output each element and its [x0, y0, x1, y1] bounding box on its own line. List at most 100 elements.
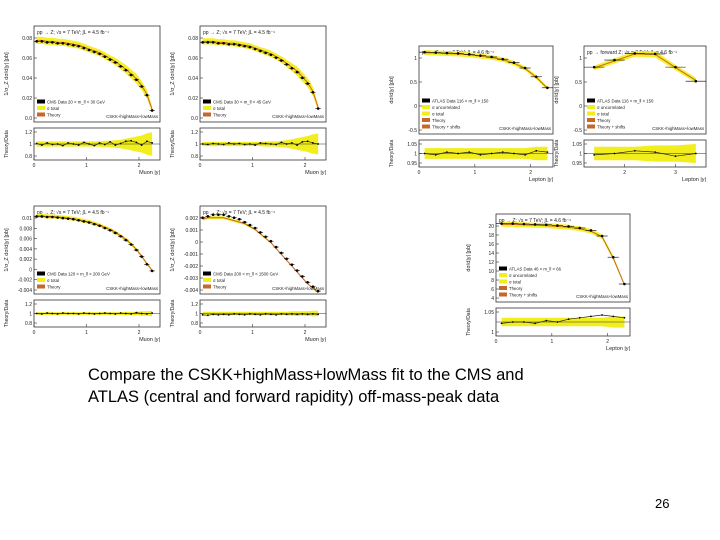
- plot-header: pp → Z; √s = 7 TeV; ∫L = 4.5 fb⁻¹: [203, 209, 275, 216]
- y-tick-label: 0.5: [410, 80, 417, 86]
- legend-swatch: [499, 266, 507, 271]
- data-point: [35, 215, 38, 218]
- fit-label: CSKK+highMass+lowMass: [576, 294, 628, 299]
- y-tick-label: 0.04: [188, 76, 198, 82]
- x-tick-label: 2: [304, 163, 307, 169]
- ratio-point: [35, 142, 38, 145]
- ratio-point: [290, 313, 293, 315]
- ratio-point: [227, 313, 230, 316]
- ratio-point: [524, 153, 526, 156]
- ratio-point: [301, 313, 304, 315]
- data-point: [253, 47, 257, 51]
- fit-label: CSKK+highMass+lowMass: [272, 286, 324, 291]
- x-tick-label: 0: [199, 163, 202, 169]
- legend-swatch: [587, 111, 595, 116]
- y-tick-label: 0.002: [185, 216, 198, 222]
- y-axis-label: dσ/d|y| [pb]: [466, 244, 472, 272]
- data-point: [259, 49, 262, 53]
- x-axis-label: Muon |y|: [139, 337, 160, 343]
- ratio-line: [424, 150, 548, 156]
- legend-entry: σ uncorrelated: [432, 105, 460, 110]
- ratio-point: [51, 312, 54, 315]
- y-tick-label: 1: [414, 56, 417, 62]
- x-tick-label: 2: [304, 330, 307, 336]
- legend-swatch: [37, 106, 45, 110]
- data-point: [129, 73, 133, 77]
- data-point: [114, 61, 117, 64]
- x-axis-label: Lepton |y|: [529, 177, 553, 183]
- legend-swatch: [203, 271, 211, 276]
- y-tick-label: 0.008: [19, 226, 32, 232]
- data-point: [567, 225, 570, 228]
- ratio-point: [109, 312, 112, 315]
- y-tick-label: 12: [488, 260, 494, 266]
- data-point: [311, 90, 315, 94]
- data-point: [135, 248, 138, 252]
- data-point: [98, 224, 101, 228]
- ratio-point: [264, 142, 267, 145]
- data-point: [61, 41, 65, 45]
- data-point: [51, 215, 54, 219]
- caption-line-1: Compare the CSKK+highMass+lowMass fit to…: [88, 366, 524, 384]
- legend-entry: σ total: [432, 112, 444, 117]
- ratio-point: [306, 313, 309, 316]
- legend-entry: σ total: [213, 278, 225, 283]
- ratio-point: [119, 142, 122, 145]
- atlas-plot-central-low: pp → Z; √s = 7 TeV; ∫L = 4.6 fb⁻¹2018161…: [466, 213, 631, 352]
- ratio-point: [243, 313, 246, 316]
- data-point: [253, 226, 257, 230]
- slide-caption: Compare the CSKK+highMass+lowMass fit to…: [88, 364, 608, 408]
- data-point: [93, 222, 96, 226]
- legend-swatch: [499, 279, 507, 284]
- data-point: [51, 41, 54, 44]
- plot-header: pp → Z; √s = 7 TeV; ∫L = 4.5 fb⁻¹: [37, 29, 109, 36]
- data-point: [61, 216, 65, 220]
- x-tick-label: 0: [33, 330, 36, 336]
- data-point: [140, 255, 143, 258]
- ratio-point: [98, 142, 101, 144]
- y-tick-label: -0.5: [408, 128, 417, 134]
- ratio-point: [93, 313, 96, 315]
- page-number: 26: [655, 496, 670, 511]
- ratio-point: [306, 140, 309, 143]
- ratio-point: [77, 144, 80, 146]
- ratio-point: [206, 143, 209, 146]
- data-point: [87, 48, 91, 52]
- ratio-point: [259, 313, 262, 316]
- data-point: [222, 213, 225, 217]
- data-point: [623, 282, 626, 286]
- data-point: [232, 42, 236, 46]
- ratio-point: [479, 153, 482, 156]
- ratio-tick-label: 0.95: [407, 161, 417, 167]
- x-tick-label: 2: [623, 170, 626, 176]
- x-tick-label: 0: [33, 163, 36, 169]
- data-point: [35, 40, 38, 43]
- ratio-point: [612, 315, 615, 318]
- legend-entry: σ total: [597, 112, 609, 117]
- ratio-point: [151, 142, 154, 144]
- data-point: [423, 50, 426, 54]
- ratio-tick-label: 1.05: [484, 310, 494, 316]
- data-point: [211, 213, 215, 217]
- ratio-point: [513, 152, 515, 155]
- ratio-tick-label: 1: [29, 142, 32, 148]
- data-point: [592, 65, 596, 69]
- y-tick-label: 0.08: [22, 36, 32, 42]
- data-point: [445, 51, 449, 55]
- legend-swatch: [422, 105, 430, 109]
- data-point: [301, 76, 304, 80]
- ratio-point: [151, 312, 154, 314]
- legend-entry: Theory: [213, 285, 227, 290]
- data-point: [66, 217, 70, 220]
- ratio-point: [254, 144, 257, 146]
- ratio-point: [535, 149, 538, 152]
- data-point: [633, 52, 637, 55]
- y-tick-label: 0.08: [188, 36, 198, 42]
- ratio-axis-label: Theory/Data: [554, 140, 560, 168]
- ratio-point: [88, 312, 91, 315]
- uncertainty-band: [202, 38, 319, 111]
- data-point: [316, 289, 320, 293]
- data-point: [40, 40, 44, 43]
- y-tick-label: 16: [488, 242, 494, 248]
- legend-swatch: [422, 98, 430, 103]
